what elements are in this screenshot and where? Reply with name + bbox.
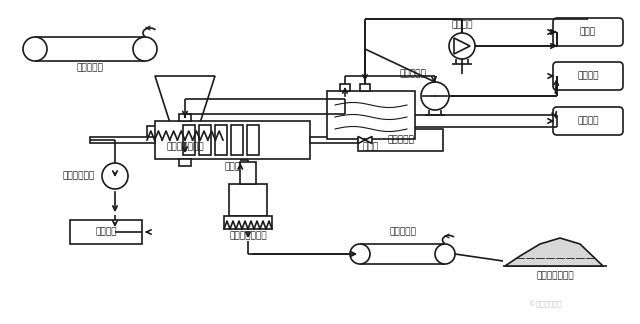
Text: 定量贮泥加入器: 定量贮泥加入器 <box>166 143 204 152</box>
Bar <box>70 220 142 244</box>
Text: 蒸汽发生器: 蒸汽发生器 <box>387 135 414 145</box>
Circle shape <box>133 37 157 61</box>
Text: 冷却水: 冷却水 <box>580 28 596 37</box>
Bar <box>155 121 310 159</box>
Bar <box>247 125 259 155</box>
Bar <box>358 129 443 151</box>
Polygon shape <box>365 136 372 144</box>
FancyBboxPatch shape <box>553 107 623 135</box>
Bar <box>179 114 191 121</box>
Text: 排出传送带: 排出传送带 <box>389 227 416 237</box>
FancyBboxPatch shape <box>553 18 623 46</box>
Text: 排水处理: 排水处理 <box>577 117 599 125</box>
FancyBboxPatch shape <box>553 62 623 90</box>
Circle shape <box>23 37 47 61</box>
Text: 冷却水泵: 冷却水泵 <box>451 20 473 29</box>
Text: 排水竖井: 排水竖井 <box>95 227 116 237</box>
Polygon shape <box>505 238 603 266</box>
Bar <box>147 126 223 140</box>
Bar <box>240 162 256 184</box>
Circle shape <box>350 244 370 264</box>
Text: 冷凝器风机: 冷凝器风机 <box>399 70 426 78</box>
Bar <box>340 84 350 91</box>
Bar <box>327 91 415 139</box>
Bar <box>179 159 191 166</box>
Text: 冷却蒸汽水分: 冷却蒸汽水分 <box>63 171 95 180</box>
Bar <box>231 125 243 155</box>
Circle shape <box>421 82 449 110</box>
Bar <box>360 84 370 91</box>
Bar <box>90 137 155 143</box>
Bar <box>224 216 272 229</box>
Text: 干燥泥燃堆放场: 干燥泥燃堆放场 <box>536 272 574 281</box>
Polygon shape <box>358 136 365 144</box>
Polygon shape <box>454 38 470 54</box>
Circle shape <box>435 244 455 264</box>
Circle shape <box>449 33 475 59</box>
Text: 干燥器: 干燥器 <box>225 163 241 171</box>
Bar <box>310 137 385 143</box>
Bar <box>183 125 195 155</box>
Circle shape <box>102 163 128 189</box>
Bar <box>229 184 267 216</box>
Bar <box>215 125 227 155</box>
Text: 投入传送带: 投入传送带 <box>77 64 104 73</box>
Bar <box>199 125 211 155</box>
Text: 冷凝器: 冷凝器 <box>363 143 379 152</box>
Text: ©环境安全科学: ©环境安全科学 <box>529 300 561 308</box>
Text: 排气处理: 排气处理 <box>577 72 599 80</box>
Text: 干燥污泥贮存器: 干燥污泥贮存器 <box>229 232 267 240</box>
Polygon shape <box>155 76 215 126</box>
